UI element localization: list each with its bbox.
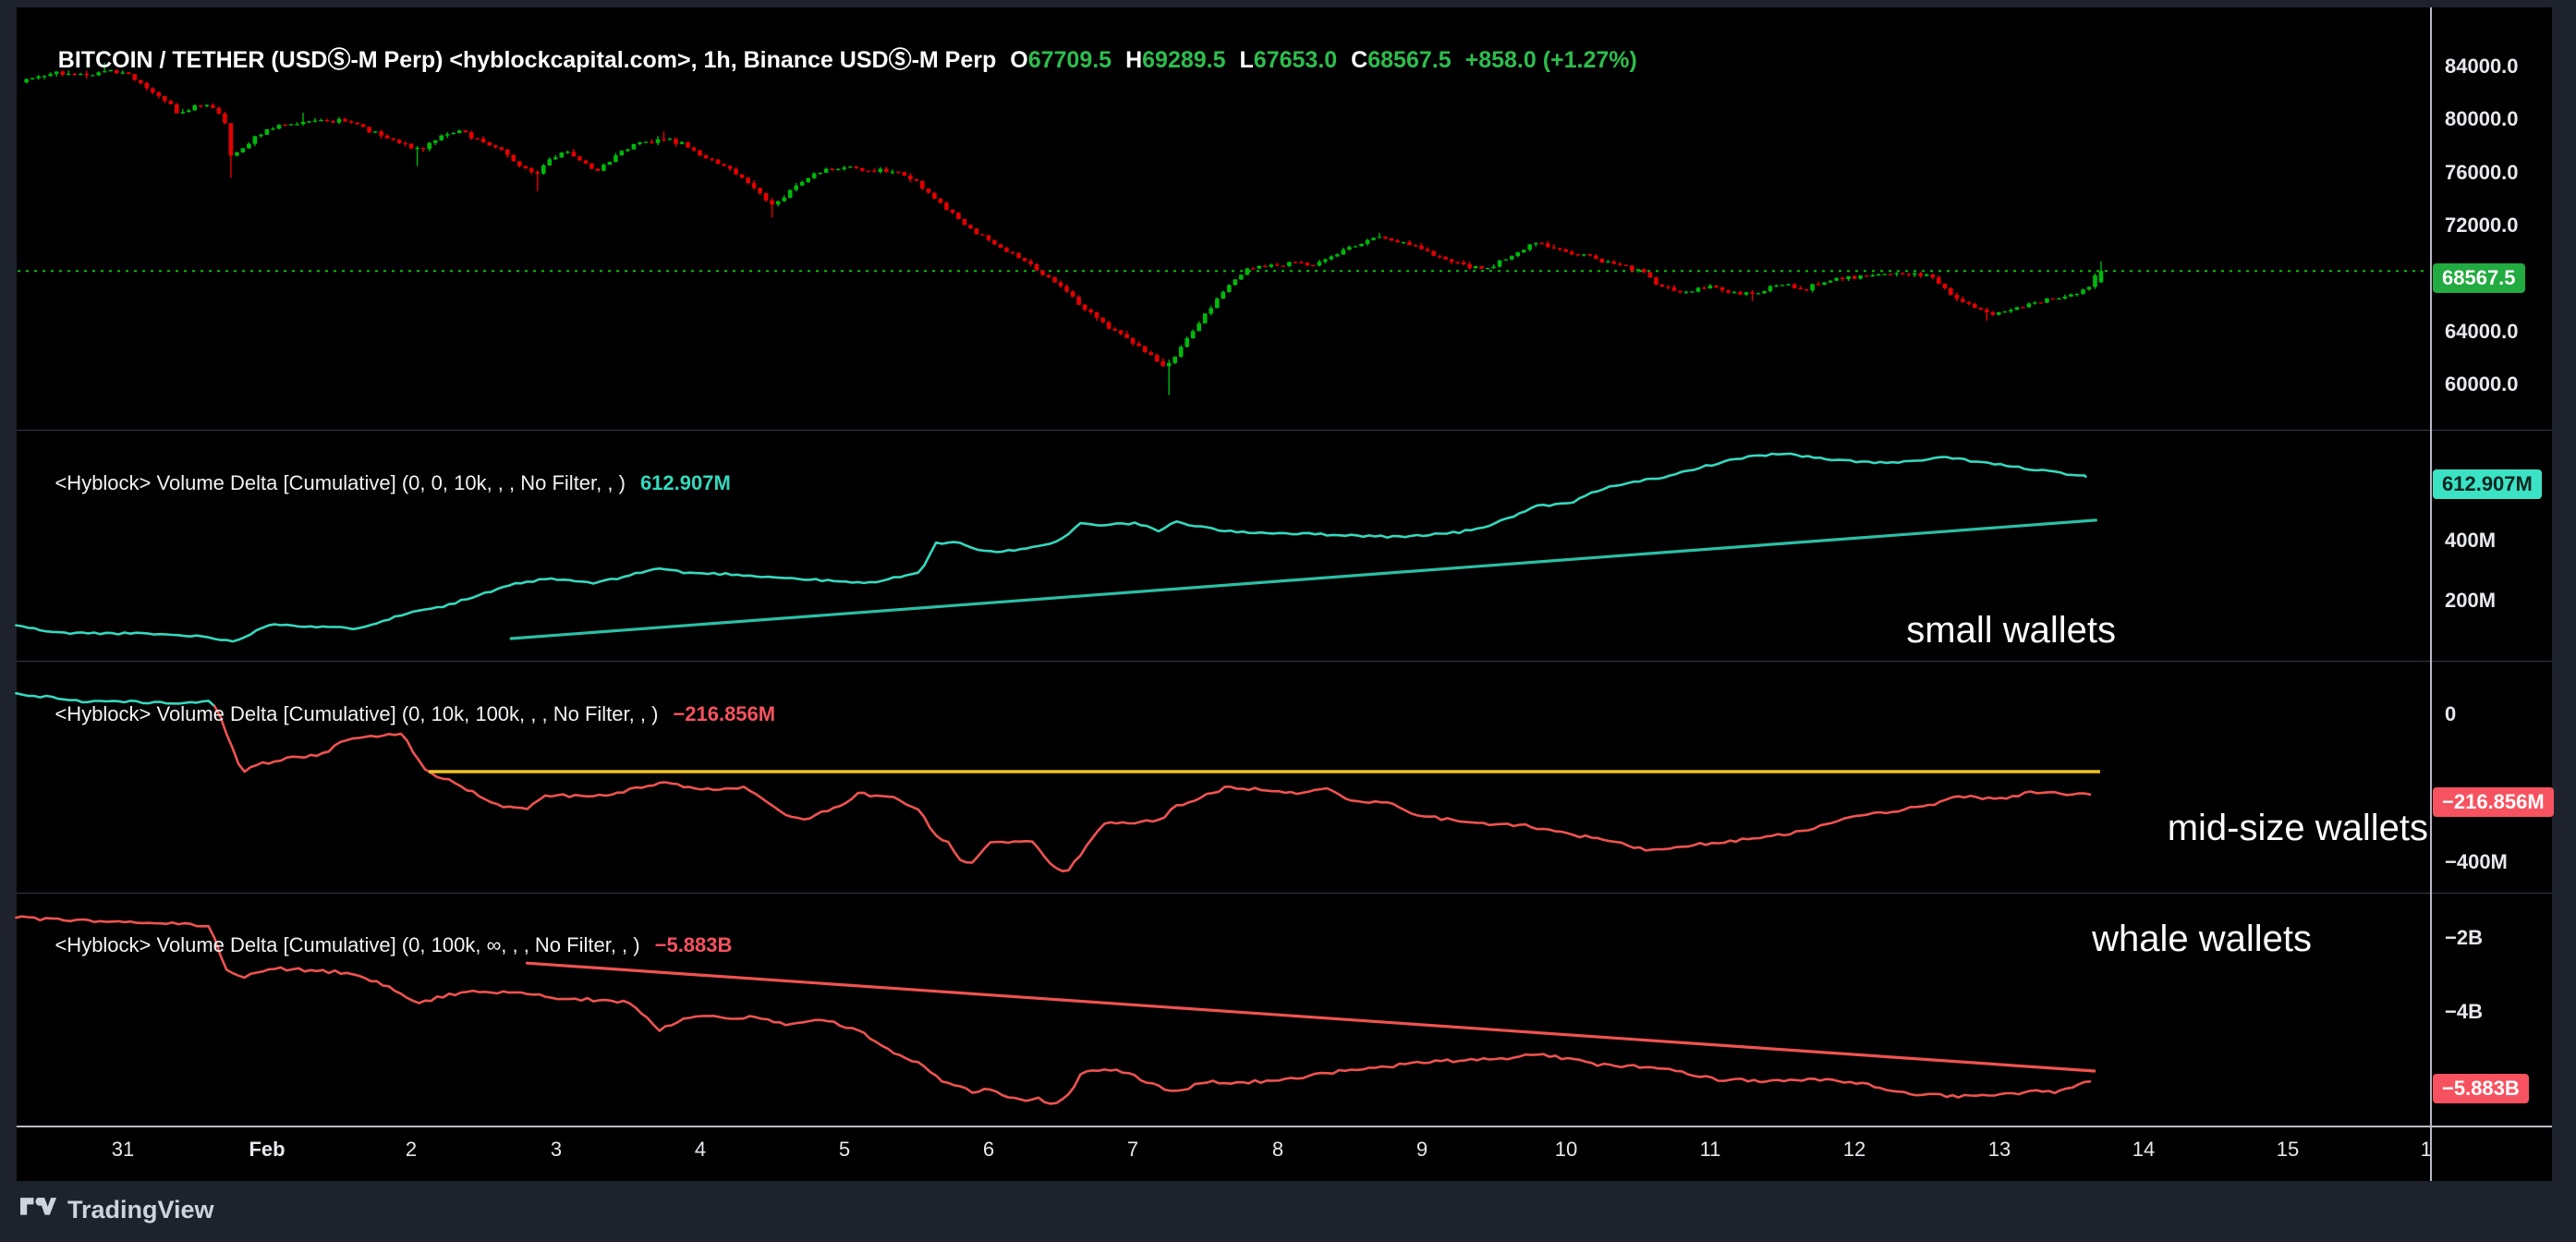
time-axis-border bbox=[17, 1126, 2552, 1127]
ohlc-value: 67653.0 bbox=[1253, 47, 1338, 73]
time-tick-label: 12 bbox=[1842, 1138, 1866, 1161]
time-tick-label: 5 bbox=[838, 1138, 851, 1161]
time-tick-label: 13 bbox=[1987, 1138, 2011, 1161]
axis-tick-label: 64000.0 bbox=[2445, 320, 2519, 343]
pane-divider-2[interactable] bbox=[17, 661, 2552, 662]
axis-tick-label: −400M bbox=[2445, 850, 2508, 873]
axis-tick-label: −4B bbox=[2445, 1000, 2483, 1023]
pane-divider-1[interactable] bbox=[17, 430, 2552, 431]
time-tick-label: 15 bbox=[2276, 1138, 2300, 1161]
indicator-value: −5.883B bbox=[654, 933, 733, 956]
time-tick-label: 4 bbox=[694, 1138, 707, 1161]
whale-value-badge: −5.883B bbox=[2433, 1074, 2529, 1103]
indicator-title[interactable]: <Hyblock> Volume Delta [Cumulative] (0, … bbox=[55, 471, 626, 494]
axis-tick-label: 200M bbox=[2445, 589, 2497, 612]
axis-tick-label: 0 bbox=[2445, 702, 2457, 725]
annotation-whale-wallets[interactable]: whale wallets bbox=[2092, 919, 2312, 959]
ohlc-label: L bbox=[1239, 47, 1254, 73]
axis-tick-label: 400M bbox=[2445, 529, 2497, 552]
tradingview-brand-text: TradingView bbox=[67, 1196, 214, 1224]
time-tick-label: 10 bbox=[1554, 1138, 1578, 1161]
price-axis-border bbox=[2430, 7, 2432, 1181]
time-tick-label: 7 bbox=[1126, 1138, 1139, 1161]
time-tick-label: Feb bbox=[249, 1138, 286, 1161]
ohlc-value: 69289.5 bbox=[1142, 47, 1226, 73]
time-tick-label: 2 bbox=[405, 1138, 418, 1161]
annotation-small-wallets[interactable]: small wallets bbox=[1906, 610, 2116, 651]
ohlc-label: O bbox=[1010, 47, 1028, 73]
time-tick-label: 31 bbox=[111, 1138, 135, 1161]
time-tick-label: 3 bbox=[550, 1138, 563, 1161]
indicator-value: −216.856M bbox=[673, 702, 776, 725]
time-tick-label: 14 bbox=[2132, 1138, 2156, 1161]
indicator-legend-mid-size-wallets: <Hyblock> Volume Delta [Cumulative] (0, … bbox=[32, 678, 775, 750]
small-value-badge: 612.907M bbox=[2433, 469, 2542, 499]
annotation-mid-size-wallets[interactable]: mid-size wallets bbox=[2167, 808, 2428, 848]
ohlc-label: C bbox=[1351, 47, 1368, 73]
ohlc-label: H bbox=[1125, 47, 1143, 73]
time-tick-label: 11 bbox=[1699, 1138, 1721, 1161]
time-axis[interactable]: 31 Feb 2 3 4 5 6 7 8 9 10 11 12 13 14 15 16 bbox=[17, 1127, 2430, 1181]
ohlc-value: 67709.5 bbox=[1027, 47, 1112, 73]
chart-background bbox=[17, 7, 2552, 1181]
indicator-title[interactable]: <Hyblock> Volume Delta [Cumulative] (0, … bbox=[55, 933, 640, 956]
indicator-title[interactable]: <Hyblock> Volume Delta [Cumulative] (0, … bbox=[55, 702, 659, 725]
ohlc-values: O67709.5 H69289.5 L67653.0 C68567.5 +858.0 (… bbox=[996, 47, 1637, 73]
price-value-badge: 68567.5 bbox=[2433, 263, 2525, 293]
axis-tick-label: 80000.0 bbox=[2445, 107, 2519, 130]
pane-divider-3[interactable] bbox=[17, 893, 2552, 894]
indicator-value: 612.907M bbox=[639, 471, 731, 494]
ohlc-value: 68567.5 bbox=[1367, 47, 1452, 73]
axis-tick-label: 72000.0 bbox=[2445, 213, 2519, 237]
axis-tick-label: 84000.0 bbox=[2445, 55, 2519, 78]
symbol-title[interactable]: BITCOIN / TETHER (USDⓈ-M Perp) <hyblockc… bbox=[57, 47, 997, 73]
indicator-legend-whale-wallets: <Hyblock> Volume Delta [Cumulative] (0, … bbox=[32, 909, 732, 981]
axis-tick-label: 76000.0 bbox=[2445, 161, 2519, 184]
mid-value-badge: −216.856M bbox=[2433, 787, 2554, 817]
time-tick-label: 9 bbox=[1416, 1138, 1428, 1161]
time-tick-label: 8 bbox=[1271, 1138, 1284, 1161]
time-tick-label: 6 bbox=[982, 1138, 995, 1161]
chart-legend: BITCOIN / TETHER (USDⓈ-M Perp) <hyblockc… bbox=[32, 15, 1637, 102]
price-change: +858.0 (+1.27%) bbox=[1464, 47, 1637, 73]
indicator-legend-small-wallets: <Hyblock> Volume Delta [Cumulative] (0, … bbox=[32, 447, 731, 519]
tradingview-logo-icon bbox=[20, 1198, 56, 1215]
price-axis[interactable]: 84000.080000.076000.072000.068000.064000… bbox=[2432, 7, 2554, 1126]
axis-tick-label: −2B bbox=[2445, 926, 2483, 949]
axis-tick-label: 60000.0 bbox=[2445, 372, 2519, 396]
tradingview-link[interactable]: TradingView bbox=[20, 1196, 214, 1224]
time-tick-label: 16 bbox=[2420, 1138, 2430, 1161]
